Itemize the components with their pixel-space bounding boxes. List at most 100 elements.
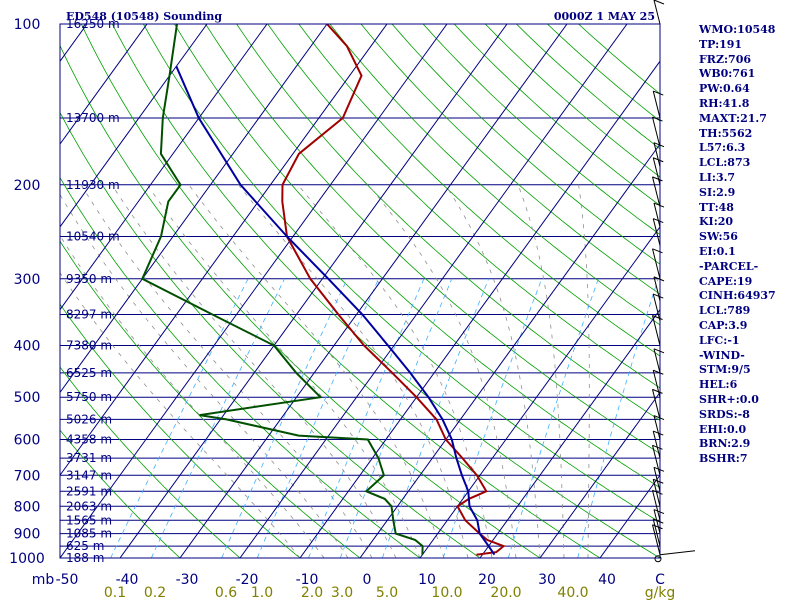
height-label: 3147 m [66,468,112,482]
moist-adiabat [60,272,301,558]
dry-adiabat [60,44,541,558]
temperature-profile [281,24,506,556]
pressure-unit-label: mb [32,572,55,588]
index-row: SW:56 [699,230,738,244]
wind-barb-flag [653,90,664,96]
mixing-ratio-label: 10.0 [431,585,462,600]
wind-barb [652,479,661,507]
index-row: TP:191 [699,37,743,51]
plot-frame [59,23,661,559]
height-label: 625 m [66,539,104,553]
temperature-tick-label: -30 [176,572,199,588]
indices-panel: WMO:10548 TP:191 FRZ:706 WB0:761 PW:0.64 RH:4… [699,23,776,467]
wind-barb-flag [653,369,664,375]
dry-adiabat [80,24,601,558]
isotherm [60,24,208,228]
index-row: MAXT:21.7 [699,111,767,125]
temperature-tick-label: 20 [478,572,496,588]
mixing-ratio-line [577,278,659,558]
wind-barb [653,509,661,534]
temperature-tick-label: C [655,572,665,588]
height-label: 13700 m [66,111,120,125]
dry-adiabat [236,24,660,421]
wind-barb [652,248,661,279]
wind-barb [652,90,661,119]
moist-adiabat [60,234,325,558]
wind-barb [652,315,661,346]
wind-barb [652,293,661,322]
dry-adiabat [60,366,241,558]
wind-barb-flag [653,348,665,354]
height-label: 8297 m [66,308,112,322]
calm-circle [654,555,662,563]
index-row: EHI:0.0 [699,422,747,436]
dewpoint-profile [141,24,424,555]
temperature-tick-label: -20 [236,572,259,588]
dry-adiabat [360,24,660,295]
pressure-tick-label: 700 [14,468,41,484]
pressure-tick-label: 800 [14,499,41,515]
height-label: 5026 m [66,412,112,426]
wind-barb [652,218,661,246]
mixing-ratio-label: 0.2 [144,585,166,600]
index-row: LCL:873 [699,156,751,170]
index-row: PW:0.64 [699,82,750,96]
wind-barb [652,518,661,547]
mixing-ratio-line [507,278,599,558]
wind-barb-flag [653,509,665,515]
mixing-ratio-line [381,278,490,558]
index-row: LI:3.7 [699,170,736,184]
mixing-ratio-line [110,278,249,558]
wind-barb [652,116,661,148]
wind-barb-flag [653,293,664,299]
pressure-tick-label: 400 [14,339,41,355]
mixing-ratio-label: 0.6 [215,585,237,600]
wind-barb [659,550,696,556]
wind-barb [652,176,661,207]
moist-adiabat [60,193,349,558]
index-row: EI:0.1 [699,244,736,258]
moist-adiabat [444,184,541,558]
index-row: LCL:789 [699,304,751,318]
index-row: STM:9/5 [699,363,751,377]
moist-adiabat [111,184,397,558]
mixing-ratio-line [339,278,453,558]
wind-barb-flag [653,430,664,436]
dry-adiabat [174,24,660,489]
isotherm [359,143,660,558]
height-label: 7380 m [66,339,112,353]
mixing-ratio-label: 40.0 [557,585,588,600]
dry-adiabat [391,24,660,265]
mixing-ratio-label: 0.1 [104,585,126,600]
mixing-ratio-line [221,278,348,558]
height-label: 3731 m [66,451,112,465]
index-row: WB0:761 [699,67,756,81]
index-row: BRN:2.9 [699,437,751,451]
index-row: RH:41.8 [699,96,750,110]
wind-barb [652,157,661,185]
wind-barb [653,0,661,25]
wind-barb [653,142,661,167]
moist-adiabat [517,184,565,558]
wind-barb-flag [652,315,663,320]
height-label: 9350 m [66,272,112,286]
wind-barb [652,430,661,459]
mixing-ratio-label: 20.0 [490,585,521,600]
dry-adiabat [60,176,421,558]
index-row: CAPE:19 [699,274,753,288]
pressure-tick-label: 1000 [9,551,45,567]
mixing-ratio-line [150,278,285,558]
wind-barb-flag [653,0,665,5]
isotherm [299,60,660,558]
index-row: TT:48 [699,200,734,214]
height-label: 188 m [66,551,104,565]
wind-barb [653,467,661,492]
mixing-ratio-line [256,278,379,558]
index-row: CINH:64937 [699,289,776,303]
temperature-tick-label: 40 [598,572,616,588]
pressure-tick-label: 200 [14,178,41,194]
temperature-tick-label: -50 [56,572,79,588]
temperature-tick-label: 30 [538,572,556,588]
mixing-ratio-label: 1.0 [251,585,273,600]
